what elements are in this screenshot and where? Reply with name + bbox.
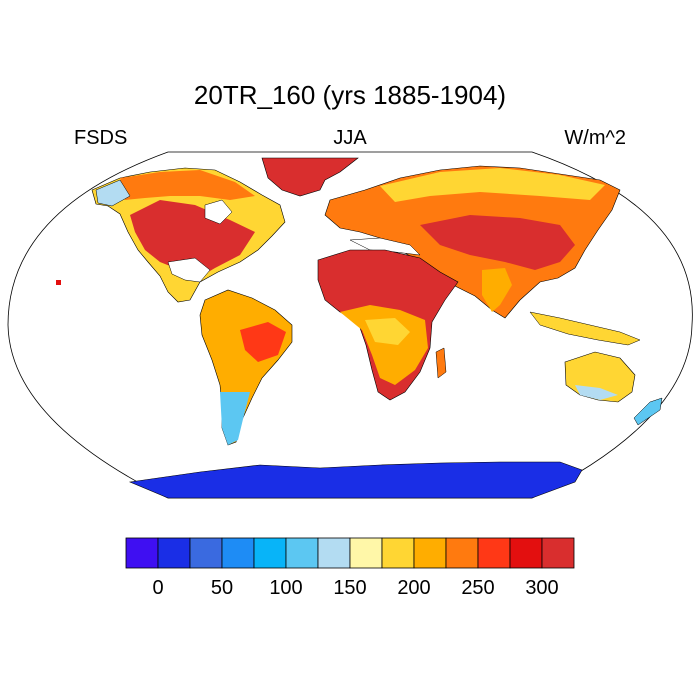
variable-label: FSDS: [74, 127, 128, 149]
region-siberia-north: [380, 168, 605, 202]
colorbar-swatch: [349, 537, 383, 569]
region-gulf-of-mexico: [167, 257, 211, 283]
region-patagonia: [220, 392, 250, 445]
region-south-america-red: [240, 322, 286, 362]
region-indonesia: [529, 311, 641, 346]
colorbar-swatch: [253, 537, 287, 569]
region-canada-north: [120, 170, 255, 200]
colorbar-swatch: [285, 537, 319, 569]
plot-title: 20TR_160 (yrs 1885-1904): [193, 80, 507, 110]
colorbar-tick-label: 250: [461, 577, 494, 599]
colorbar-tick-label: 150: [333, 577, 366, 599]
region-hawaii: [56, 280, 61, 285]
colorbar-swatch: [413, 537, 447, 569]
colorbar-tick-label: 50: [211, 577, 233, 599]
region-antarctica: [128, 461, 583, 499]
colorbar-swatch: [189, 537, 223, 569]
region-congo: [365, 318, 410, 345]
region-greenland: [261, 157, 359, 197]
units-label: W/m^2: [564, 127, 626, 149]
colorbar-swatch: [317, 537, 351, 569]
colorbar-tick-label: 100: [269, 577, 302, 599]
colorbar-tick-label: 300: [525, 577, 558, 599]
colorbar-swatch: [125, 537, 159, 569]
region-india: [482, 268, 512, 312]
colorbar-swatch: [509, 537, 543, 569]
colorbar-swatch: [381, 537, 415, 569]
region-alaska: [95, 179, 131, 207]
region-central-asia: [420, 215, 575, 270]
colorbar-tick-label: 0: [152, 577, 163, 599]
colorbar-swatch: [477, 537, 511, 569]
colorbar-swatch: [445, 537, 479, 569]
colorbar-swatch: [541, 537, 575, 569]
colorbar-swatch: [157, 537, 191, 569]
region-hudson-bay: [204, 199, 233, 225]
region-central-africa: [340, 305, 428, 385]
region-madagascar: [435, 347, 447, 379]
region-australia-south: [575, 385, 618, 400]
region-new-zealand: [633, 397, 663, 426]
season-label: JJA: [333, 127, 367, 149]
colorbar-swatch: [221, 537, 255, 569]
colorbar-tick-label: 200: [397, 577, 430, 599]
